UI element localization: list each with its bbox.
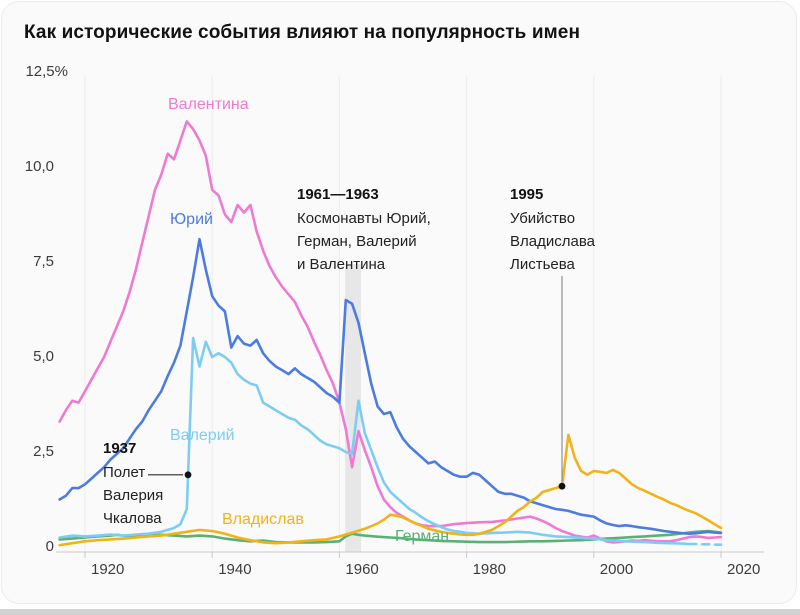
y-axis-label: 2,5 — [33, 443, 54, 460]
series-label-valentina: Валентина — [168, 96, 249, 113]
chart-card — [1, 1, 797, 604]
annotation-line: Полет — [103, 464, 146, 481]
series-line-yuri — [58, 237, 723, 536]
y-axis-label: 5,0 — [33, 348, 54, 365]
series-label-yuri: Юрий — [170, 211, 213, 228]
annotation-line: Космонавты Юрий, — [297, 210, 431, 227]
annotation-1995: 1995 Убийство Владислава Листьева — [510, 183, 595, 276]
series-line-valery — [58, 336, 691, 546]
x-axis-tick-label: 1920 — [91, 561, 125, 578]
annotation-1961-1963: 1961—1963 Космонавты Юрий, Герман, Валер… — [297, 183, 431, 276]
series-label-vladislav: Владислав — [222, 511, 304, 528]
x-axis-tick-label: 1960 — [345, 561, 379, 578]
y-axis-label: 7,5 — [33, 253, 54, 270]
annotation-line: Чкалова — [103, 510, 162, 527]
annotation-dot — [558, 482, 566, 490]
annotation-line: Валерия — [103, 487, 164, 504]
x-axis-tick-label: 2000 — [599, 561, 634, 578]
x-axis-tick-label: 1940 — [218, 561, 252, 578]
annotation-1937: 1937 Полет Валерия Чкалова — [103, 437, 163, 530]
annotation-line: и Валентина — [297, 256, 386, 273]
annotation-line: Герман, Валерий — [297, 233, 417, 250]
annotation-line: Владислава — [510, 233, 595, 250]
y-axis-label: 12,5% — [25, 63, 68, 80]
annotation-year: 1961—1963 — [297, 186, 379, 203]
annotation-line: Убийство — [510, 210, 576, 227]
annotation-year: 1995 — [510, 186, 544, 203]
window-bottom-edge — [0, 609, 800, 615]
x-axis-tick-label: 1980 — [472, 561, 506, 578]
series-line-vladislav — [58, 433, 723, 547]
annotation-line: Листьева — [510, 256, 575, 273]
y-axis-label: 10,0 — [24, 158, 54, 175]
annotation-dot — [184, 471, 192, 479]
chart-title: Как исторические события влияют на попул… — [24, 22, 581, 43]
annotation-year: 1937 — [103, 440, 137, 457]
series-label-valery: Валерий — [170, 427, 235, 444]
x-axis-tick-label: 2020 — [727, 561, 761, 578]
series-label-german: Герман — [395, 528, 450, 545]
series-line-valery-dashed — [687, 542, 723, 547]
series-line-valentina — [58, 120, 723, 544]
event-band-1961-1963 — [345, 264, 362, 552]
y-axis-label: 0 — [45, 538, 54, 555]
